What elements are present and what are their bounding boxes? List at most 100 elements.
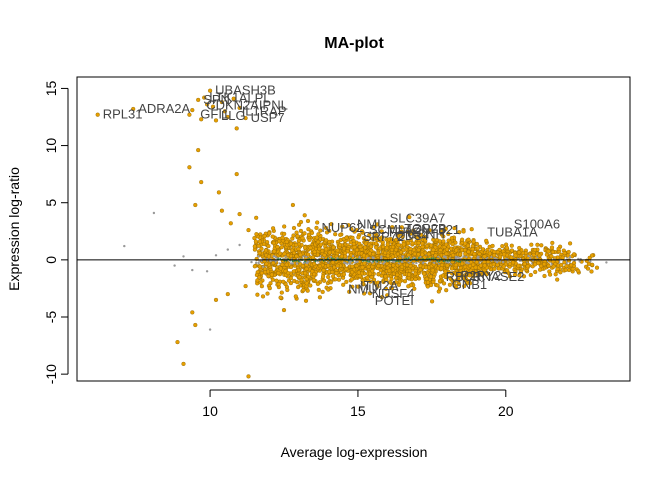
significant-gene-point — [181, 361, 186, 366]
significant-gene-point — [437, 286, 443, 291]
trend-point — [432, 257, 435, 260]
significant-gene-point — [441, 234, 446, 239]
significant-gene-point — [551, 264, 556, 269]
gene-point — [344, 262, 347, 265]
significant-gene-point — [570, 267, 575, 272]
significant-gene-point — [296, 238, 301, 244]
significant-gene-point — [293, 294, 298, 299]
significant-gene-point — [454, 271, 459, 276]
significant-gene-point — [257, 239, 262, 244]
significant-gene-point — [326, 263, 331, 268]
significant-gene-point — [307, 237, 312, 242]
significant-gene-point — [463, 251, 468, 256]
significant-gene-point — [453, 263, 458, 268]
significant-gene-point — [255, 278, 260, 283]
significant-gene-point — [374, 235, 380, 240]
significant-gene-point — [426, 252, 431, 257]
significant-gene-point — [424, 276, 429, 281]
significant-gene-point — [589, 269, 594, 274]
significant-gene-point — [291, 233, 296, 238]
significant-gene-point — [294, 243, 299, 248]
significant-gene-point — [282, 224, 287, 229]
significant-gene-point — [448, 276, 453, 281]
significant-gene-point — [500, 244, 505, 249]
trend-point — [322, 260, 325, 262]
significant-gene-point — [399, 225, 404, 230]
significant-gene-point — [362, 261, 367, 266]
significant-gene-point — [271, 240, 276, 245]
significant-gene-point — [267, 231, 272, 236]
significant-gene-point — [482, 254, 487, 259]
y-tick-label: 0 — [43, 256, 59, 264]
significant-gene-point — [312, 249, 317, 254]
significant-gene-point — [306, 252, 311, 257]
significant-gene-point — [278, 266, 283, 271]
significant-gene-point — [376, 280, 381, 285]
significant-gene-point — [390, 254, 395, 259]
significant-gene-point — [329, 222, 334, 227]
x-tick-label: 10 — [202, 403, 218, 419]
gene-label: CDKN2AIPNL — [206, 98, 288, 113]
significant-gene-point — [300, 263, 305, 269]
significant-gene-point — [566, 258, 572, 263]
significant-gene-point — [393, 247, 399, 252]
significant-gene-point — [406, 272, 412, 277]
significant-gene-point — [280, 262, 285, 267]
significant-gene-point — [447, 282, 452, 287]
significant-gene-point — [262, 234, 267, 239]
significant-gene-point — [258, 280, 263, 285]
gene-point — [356, 260, 359, 263]
significant-gene-point — [378, 268, 383, 273]
significant-gene-point — [326, 287, 331, 292]
significant-gene-point — [274, 278, 279, 283]
significant-gene-point — [390, 267, 396, 272]
significant-gene-point — [363, 245, 368, 250]
significant-gene-point — [360, 278, 365, 283]
significant-gene-point — [407, 215, 412, 220]
significant-gene-point — [302, 231, 307, 236]
trend-point — [366, 260, 368, 262]
gene-label: RPL31 — [103, 107, 143, 122]
significant-gene-point — [390, 225, 395, 230]
significant-gene-point — [318, 228, 323, 233]
gene-point — [400, 260, 404, 264]
gene-label: ZNF821 — [413, 222, 460, 237]
significant-gene-point — [359, 229, 365, 234]
significant-gene-point — [284, 262, 289, 267]
significant-gene-point — [555, 277, 560, 282]
gene-point — [493, 256, 496, 260]
significant-gene-point — [350, 284, 355, 289]
significant-gene-point — [537, 267, 543, 272]
significant-gene-point — [356, 270, 361, 275]
significant-gene-point — [458, 252, 463, 257]
significant-gene-point — [556, 246, 561, 251]
trend-point — [304, 260, 306, 263]
significant-gene-point — [431, 247, 436, 252]
significant-gene-point — [252, 236, 257, 241]
significant-gene-point — [492, 249, 497, 254]
significant-gene-point — [565, 253, 571, 258]
significant-gene-point — [533, 269, 538, 275]
significant-gene-point — [390, 244, 396, 250]
significant-gene-point — [469, 227, 474, 232]
significant-gene-point — [246, 374, 251, 379]
significant-gene-point — [298, 228, 303, 233]
gene-label: SLC39A7 — [390, 211, 446, 226]
significant-gene-point — [383, 286, 389, 291]
gene-label: USP7 — [251, 110, 285, 125]
significant-gene-point — [187, 165, 192, 170]
significant-gene-point — [350, 264, 355, 269]
significant-gene-point — [454, 248, 459, 253]
significant-gene-point — [291, 269, 296, 274]
significant-gene-point — [361, 253, 366, 258]
trend-point — [277, 258, 279, 260]
significant-gene-point — [391, 263, 396, 268]
trend-point — [297, 260, 300, 263]
y-tick-label: 10 — [43, 138, 59, 154]
significant-gene-point — [412, 251, 417, 256]
significant-gene-point — [331, 245, 336, 250]
gene-label: TFRC — [387, 224, 422, 239]
significant-gene-point — [266, 274, 271, 279]
gene-point — [401, 255, 405, 258]
significant-gene-point — [468, 268, 473, 273]
